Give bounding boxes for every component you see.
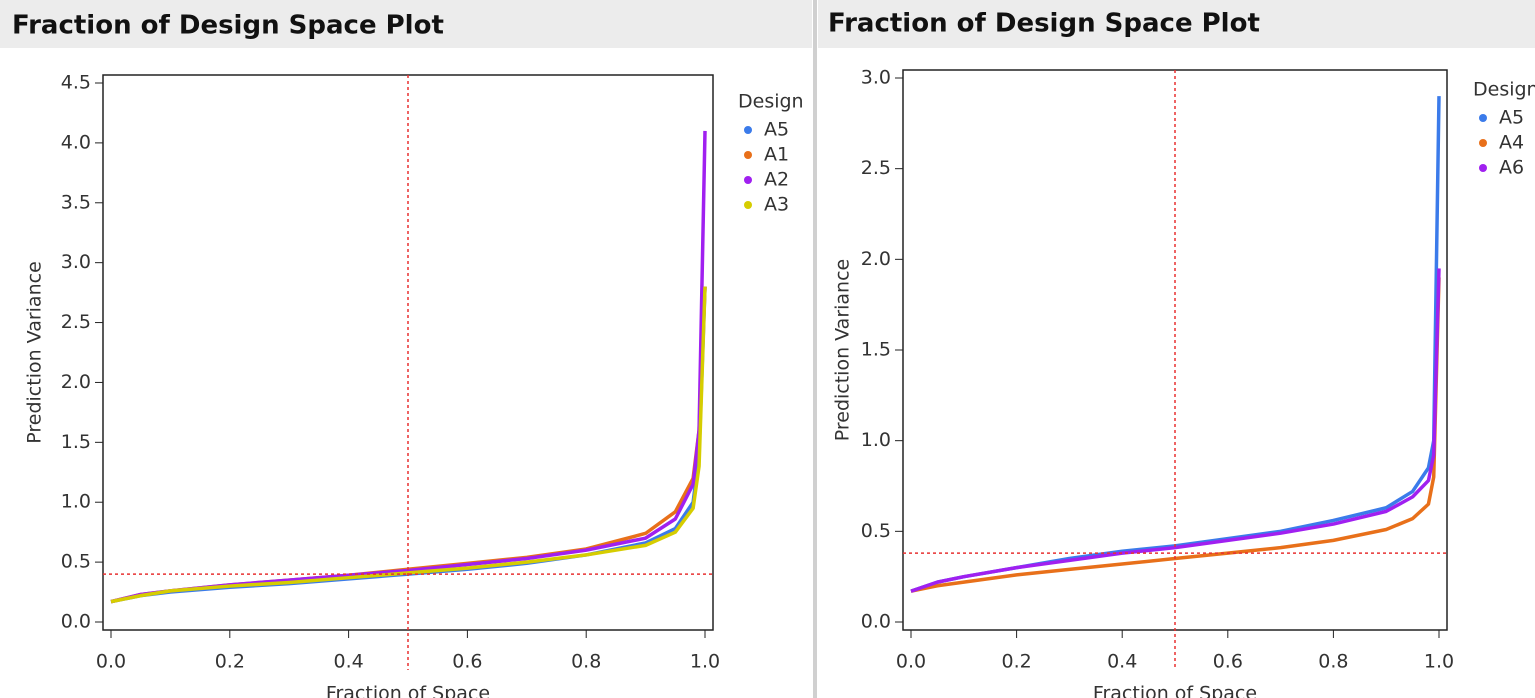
x-axis-label: Fraction of Space <box>326 683 490 698</box>
x-tick-label: 0.8 <box>1318 651 1348 673</box>
legend-label: A3 <box>764 194 789 216</box>
y-tick-label: 4.5 <box>61 72 91 94</box>
y-tick-label: 0.0 <box>861 611 891 633</box>
x-tick-label: 0.4 <box>1107 651 1137 673</box>
legend-marker <box>744 151 752 159</box>
legend-label: A2 <box>764 169 789 191</box>
x-tick-label: 1.0 <box>1424 651 1454 673</box>
y-tick-label: 1.0 <box>861 429 891 451</box>
x-tick-label: 0.2 <box>215 651 245 673</box>
y-tick-label: 1.5 <box>861 339 891 361</box>
legend-title: Design <box>738 91 804 113</box>
series-line <box>110 286 707 604</box>
legend-label: A5 <box>764 119 789 141</box>
x-tick-label: 0.0 <box>96 651 126 673</box>
legend-marker <box>744 126 752 134</box>
x-tick-label: 0.6 <box>452 651 482 673</box>
legend-label: A1 <box>764 144 789 166</box>
x-axis-label: Fraction of Space <box>1093 683 1257 698</box>
legend-marker <box>1479 114 1487 122</box>
y-tick-label: 3.5 <box>61 191 91 213</box>
x-tick-label: 0.2 <box>1001 651 1031 673</box>
x-tick-label: 0.4 <box>333 651 363 673</box>
y-tick-label: 3.0 <box>61 251 91 273</box>
x-tick-label: 0.6 <box>1213 651 1243 673</box>
y-tick-label: 1.0 <box>61 491 91 513</box>
panel-header <box>0 0 812 48</box>
y-tick-label: 0.5 <box>61 551 91 573</box>
y-tick-label: 2.5 <box>61 311 91 333</box>
y-tick-label: 4.0 <box>61 131 91 153</box>
y-axis-label: Prediction Variance <box>832 259 854 442</box>
y-axis-label: Prediction Variance <box>24 261 46 444</box>
legend-label: A6 <box>1499 157 1524 179</box>
x-tick-label: 0.0 <box>896 651 926 673</box>
legend-marker <box>1479 164 1487 172</box>
legend-marker <box>1479 139 1487 147</box>
y-tick-label: 2.5 <box>861 157 891 179</box>
legend-title: Design <box>1473 79 1535 101</box>
y-tick-label: 3.0 <box>861 67 891 89</box>
y-tick-label: 1.5 <box>61 431 91 453</box>
panel-header <box>818 0 1535 48</box>
chart-title: Fraction of Design Space Plot <box>828 9 1260 39</box>
legend-marker <box>744 201 752 209</box>
y-tick-label: 0.5 <box>861 520 891 542</box>
x-tick-label: 1.0 <box>690 651 720 673</box>
y-tick-label: 0.0 <box>61 611 91 633</box>
series-line <box>910 268 1441 593</box>
chart-title: Fraction of Design Space Plot <box>12 11 444 41</box>
legend-label: A4 <box>1499 132 1524 154</box>
y-tick-label: 2.0 <box>61 371 91 393</box>
x-tick-label: 0.8 <box>571 651 601 673</box>
legend-label: A5 <box>1499 107 1524 129</box>
y-tick-label: 2.0 <box>861 248 891 270</box>
legend-marker <box>744 176 752 184</box>
